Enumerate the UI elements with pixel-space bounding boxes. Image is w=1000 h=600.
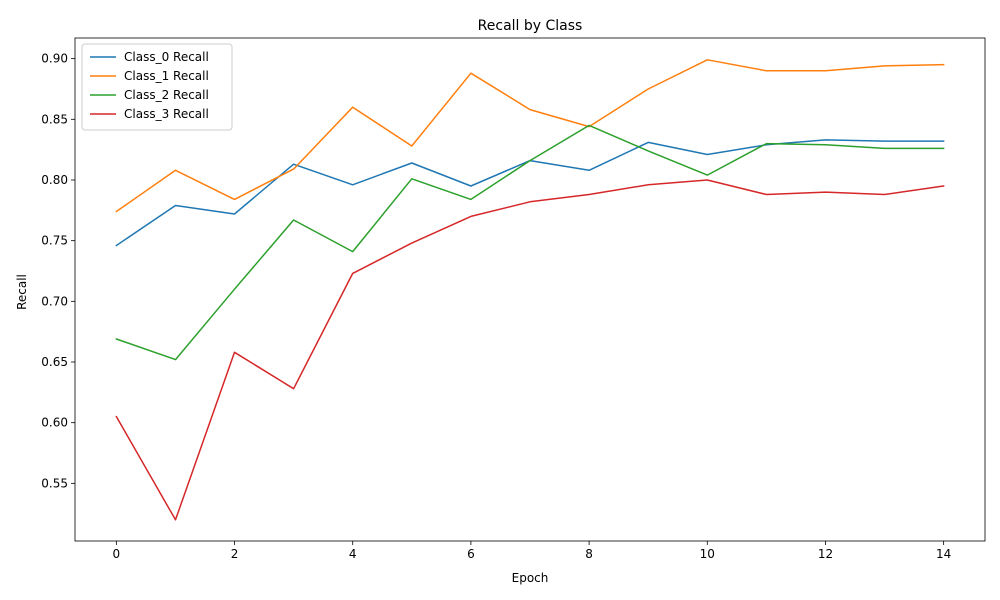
series-line-class-2: [115, 124, 945, 361]
y-tick-label: 0.60: [41, 416, 68, 430]
y-tick-label: 0.90: [41, 52, 68, 66]
x-tick-label: 14: [936, 547, 951, 561]
axes-layer: 0 2 4 6 8 10 12 14 0.55 0.60 0.65 0.70 0.75 0.80 0.85 0…: [41, 37, 986, 561]
series-line-class-1: [115, 59, 945, 213]
legend: Class_0 Recall Class_1 Recall Class_2 Reca…: [81, 43, 233, 131]
x-axis-label: Epoch: [512, 571, 549, 585]
y-tick-label: 0.85: [41, 112, 68, 126]
x-tick-label: 12: [818, 547, 833, 561]
legend-box: [81, 43, 233, 131]
y-tick-label: 0.75: [41, 234, 68, 248]
y-tick-label: 0.70: [41, 294, 68, 308]
x-tick-label: 10: [700, 547, 715, 561]
x-tick-label: 4: [349, 547, 357, 561]
series-line-class-3: [115, 179, 945, 521]
axes-frame: [74, 37, 986, 542]
y-axis-label: Recall: [15, 274, 29, 310]
y-tick-label: 0.80: [41, 173, 68, 187]
lines-layer: [115, 59, 945, 521]
x-tick-label: 8: [585, 547, 593, 561]
legend-label-class-0: Class_0 Recall: [124, 50, 209, 64]
x-tick-label: 0: [113, 547, 121, 561]
x-tick-label: 2: [231, 547, 239, 561]
legend-label-class-2: Class_2 Recall: [124, 88, 209, 102]
legend-label-class-3: Class_3 Recall: [124, 107, 209, 121]
y-tick-label: 0.55: [41, 476, 68, 490]
chart-title: Recall by Class: [478, 18, 583, 34]
y-tick-label: 0.65: [41, 355, 68, 369]
legend-label-class-1: Class_1 Recall: [124, 69, 209, 83]
x-tick-label: 6: [467, 547, 475, 561]
